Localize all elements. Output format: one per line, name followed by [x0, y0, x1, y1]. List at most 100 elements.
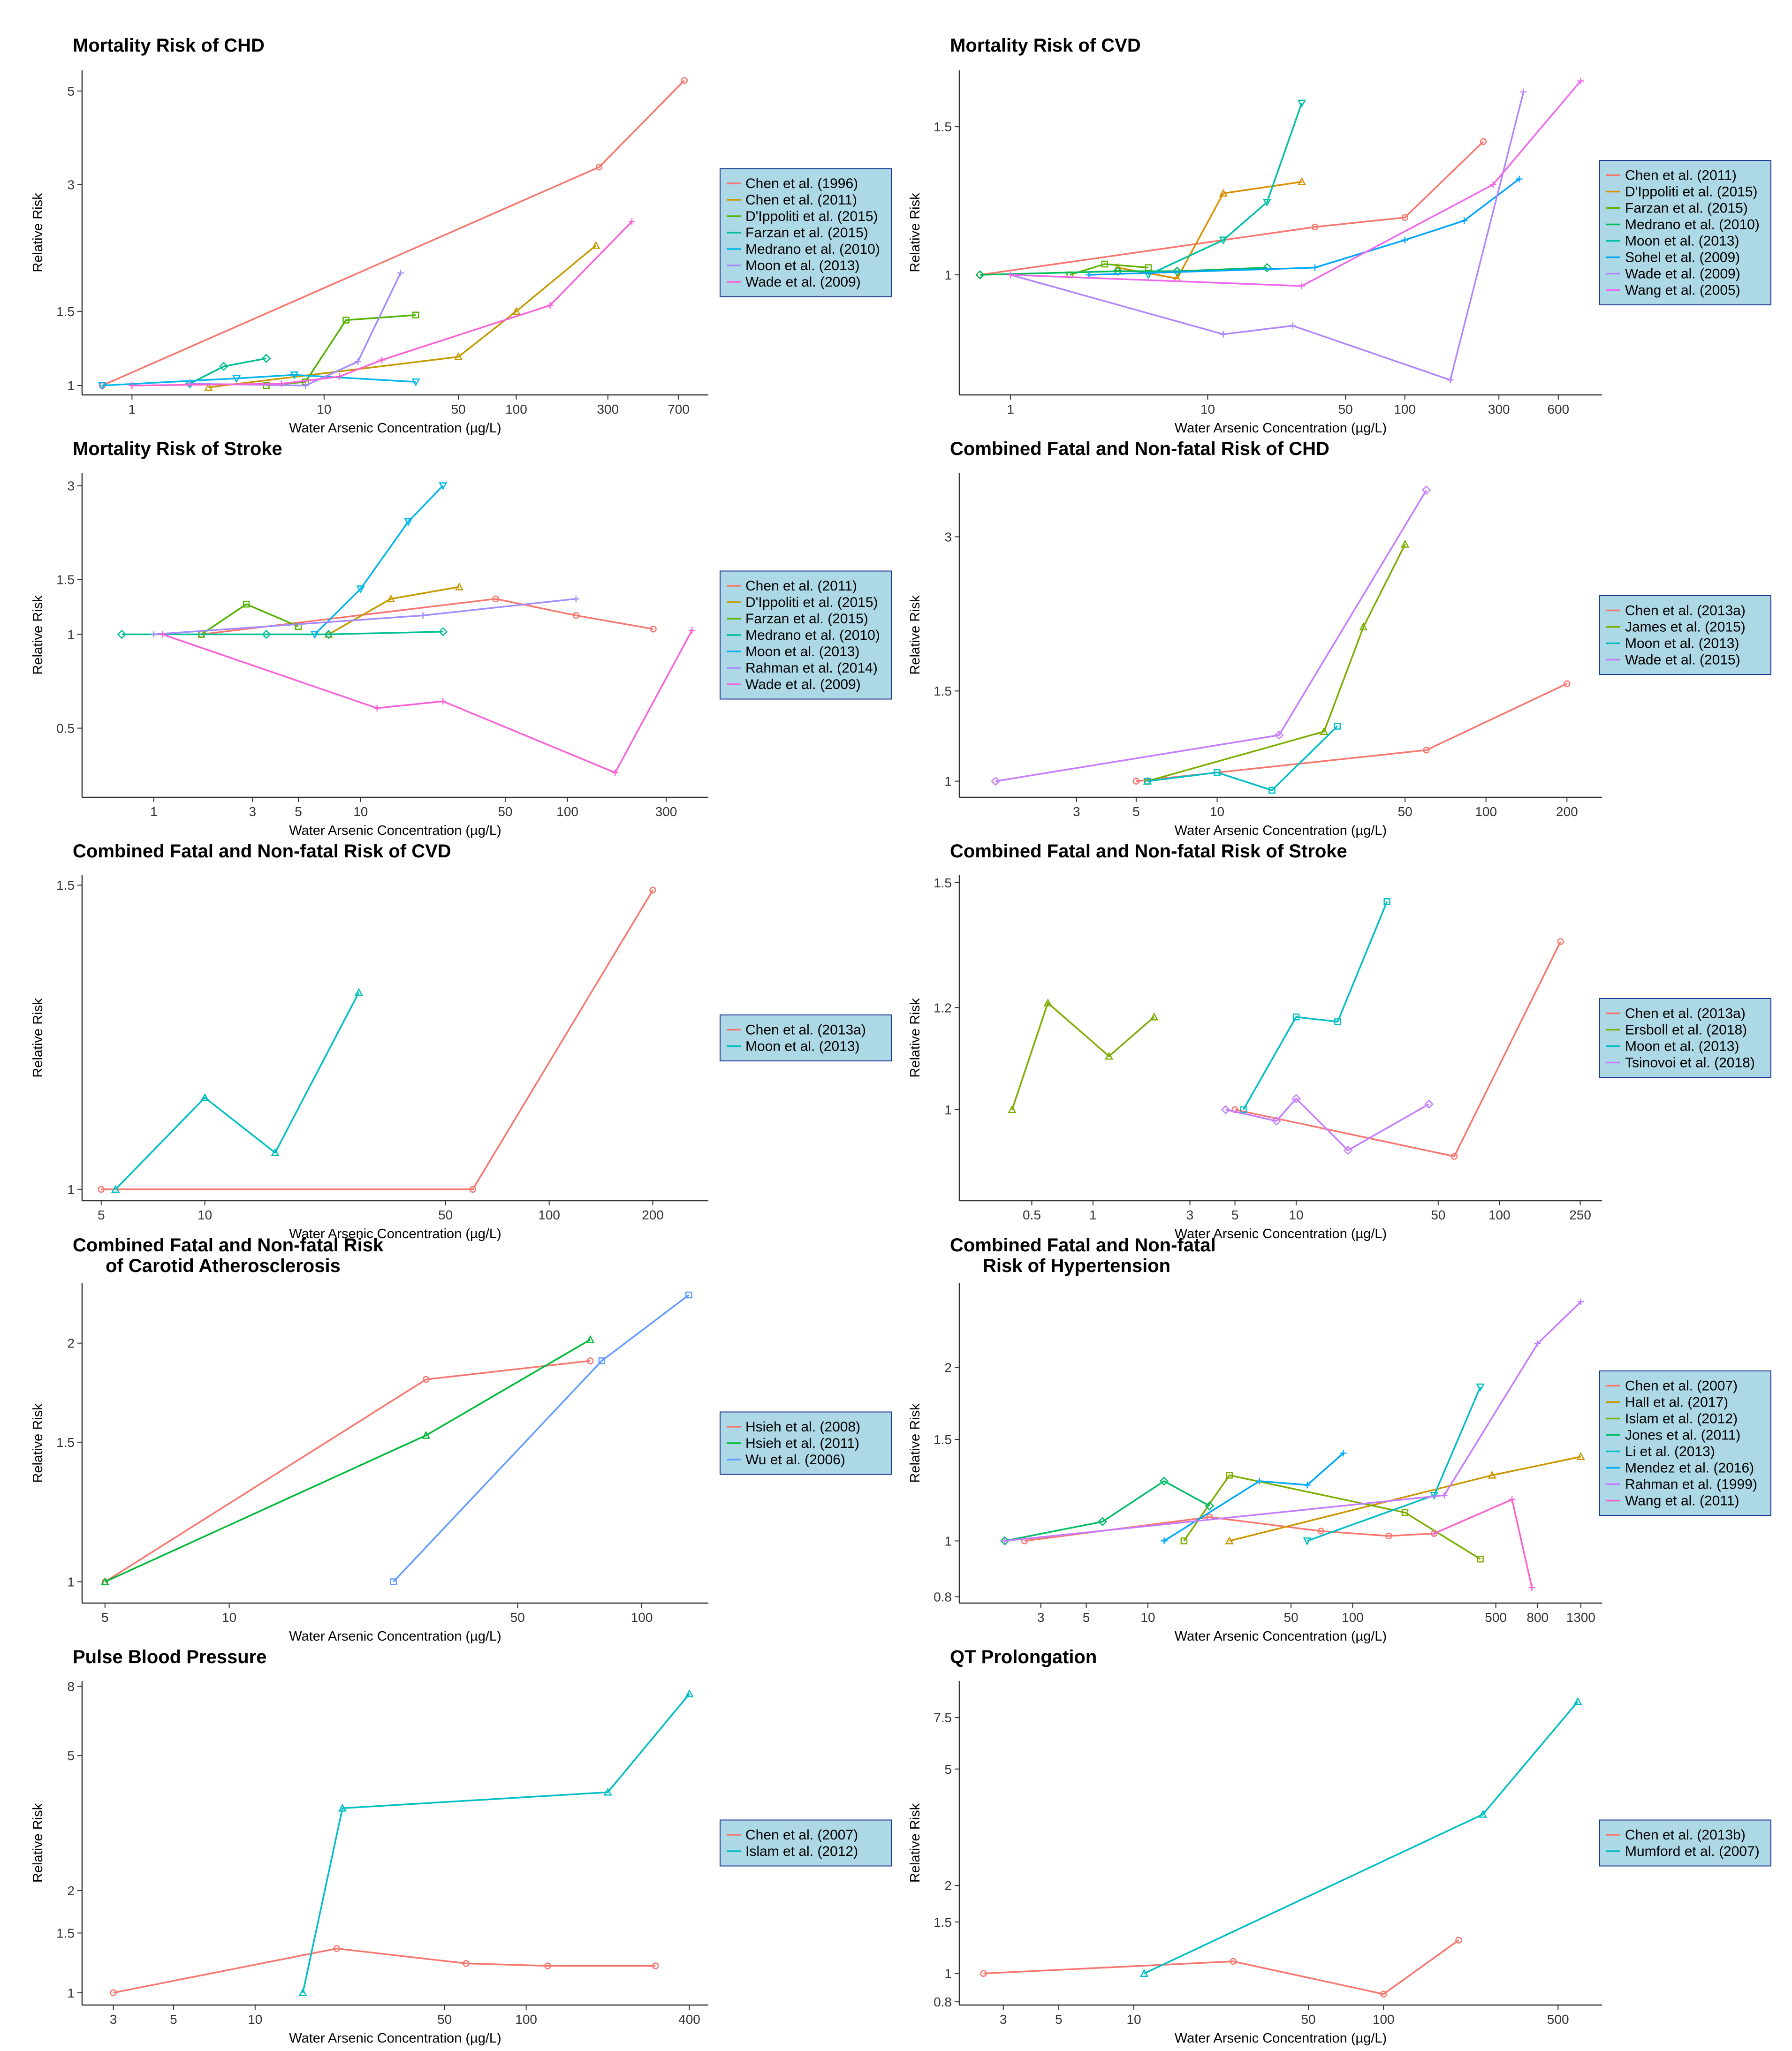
y-tick-label: 5	[944, 1762, 952, 1777]
data-point	[685, 1689, 694, 1697]
x-tick-label: 300	[655, 804, 677, 819]
panel-3: Mortality Risk of Stroke 1 3 5 10 50 100 300 0.5…	[30, 439, 892, 838]
data-point	[438, 627, 448, 636]
x-axis-label: Water Arsenic Concentration (µg/L)	[289, 421, 501, 436]
y-tick-label: 1	[944, 1103, 952, 1117]
data-point	[1219, 189, 1228, 197]
legend-entry: D'Ippoliti et al. (2015)	[745, 595, 878, 610]
x-tick-label: 5	[1132, 804, 1140, 819]
y-tick-label: 3	[67, 177, 75, 192]
data-point	[1001, 1537, 1008, 1544]
legend-entry: Mumford et al. (2007)	[1625, 1844, 1760, 1859]
x-tick-label: 3	[1000, 2012, 1007, 2027]
data-point	[1312, 264, 1319, 271]
data-point	[298, 1988, 307, 1997]
data-point	[100, 1577, 109, 1585]
series-line	[302, 1693, 690, 1993]
data-point	[356, 585, 365, 594]
data-point	[110, 1989, 117, 1997]
data-point	[1205, 1501, 1215, 1511]
legend-entry: Moon et al. (2013)	[745, 1039, 859, 1054]
data-point	[1476, 1383, 1485, 1392]
data-point	[111, 1185, 120, 1193]
x-tick-label: 50	[1398, 804, 1412, 819]
data-point	[592, 241, 600, 249]
data-point	[455, 582, 464, 590]
legend-entry: Farzan et al. (2015)	[745, 225, 868, 241]
data-point	[586, 1335, 595, 1343]
x-tick-label: 50	[1284, 1610, 1298, 1625]
data-point	[419, 612, 426, 619]
x-tick-label: 5	[170, 2012, 177, 2027]
data-point	[1297, 99, 1306, 108]
data-point	[1450, 1153, 1458, 1160]
data-point	[1317, 1528, 1325, 1535]
y-tick-label: 1.5	[934, 120, 952, 134]
series-line	[983, 1939, 1459, 1995]
data-point	[232, 375, 241, 383]
data-point	[1573, 1697, 1582, 1705]
data-point	[1113, 266, 1123, 276]
data-point	[1423, 747, 1430, 754]
x-axis-label: Water Arsenic Concentration (µg/L)	[1175, 823, 1387, 838]
x-tick-label: 5	[101, 1610, 109, 1625]
data-point	[1007, 272, 1014, 279]
data-point	[1340, 1450, 1347, 1457]
y-tick-label: 3	[67, 479, 75, 493]
legend-entry: Moon et al. (2013)	[1625, 1039, 1739, 1054]
data-point	[1230, 1958, 1237, 1965]
legend-entry: James et al. (2015)	[1625, 620, 1746, 635]
panel-5: Combined Fatal and Non-fatal Risk of CVD…	[30, 841, 892, 1241]
data-point	[397, 270, 404, 277]
data-point	[649, 886, 656, 894]
y-tick-label: 3	[944, 530, 952, 544]
series-line	[1004, 1301, 1582, 1542]
data-point	[1334, 723, 1341, 730]
x-tick-label: 400	[678, 2012, 700, 2027]
legend-box	[720, 570, 892, 700]
data-point	[544, 1962, 551, 1969]
data-point	[469, 1186, 477, 1193]
x-tick-label: 700	[668, 402, 690, 416]
series-line	[1004, 1480, 1210, 1542]
x-tick-label: 250	[1569, 1208, 1591, 1222]
data-point	[1401, 236, 1408, 243]
x-tick-label: 10	[1289, 1208, 1303, 1222]
data-point	[1447, 377, 1454, 384]
legend-entry: Chen et al. (2013a)	[745, 1022, 866, 1038]
y-axis-label: Relative Risk	[908, 595, 923, 675]
legend-entry: Moon et al. (2013)	[1625, 234, 1739, 249]
data-point	[681, 77, 688, 84]
x-tick-label: 3	[110, 2012, 117, 2027]
data-point	[98, 1186, 105, 1193]
data-point	[1289, 322, 1296, 329]
legend-entry: Islam et al. (2012)	[745, 1844, 858, 1859]
panel-title: QT Prolongation	[950, 1647, 1097, 1667]
y-axis-label: Relative Risk	[908, 998, 923, 1078]
series-line	[995, 490, 1428, 782]
data-point	[1132, 778, 1140, 785]
series-line	[1307, 1386, 1481, 1542]
data-point	[1303, 1537, 1312, 1546]
x-tick-label: 1	[150, 804, 158, 819]
data-point	[1139, 1969, 1149, 1977]
legend-entry: Tsinovoi et al. (2018)	[1625, 1055, 1755, 1071]
legend-entry: Wade et al. (2009)	[1625, 266, 1740, 282]
legend-entry: Moon et al. (2013)	[745, 644, 859, 659]
series-line	[1148, 103, 1303, 276]
legend: Chen et al. (2013b)Mumford et al. (2007)	[1599, 1819, 1771, 1867]
x-tick-label: 5	[295, 804, 302, 819]
series-line	[102, 374, 416, 386]
legend-entry: Hall et al. (2017)	[1625, 1395, 1728, 1410]
x-tick-label: 100	[1394, 402, 1416, 416]
data-point	[1401, 1509, 1409, 1516]
data-point	[1226, 1472, 1233, 1479]
x-axis-label: Water Arsenic Concentration (µg/L)	[289, 1629, 501, 1644]
legend-entry: D'Ippoliti et al. (2015)	[745, 209, 878, 224]
data-point	[219, 362, 228, 371]
legend-box	[1599, 998, 1771, 1078]
panel-8: Combined Fatal and Non-fatal Risk of Hype…	[908, 1235, 1771, 1644]
y-axis-label: Relative Risk	[30, 1403, 46, 1483]
data-point	[1461, 217, 1468, 224]
